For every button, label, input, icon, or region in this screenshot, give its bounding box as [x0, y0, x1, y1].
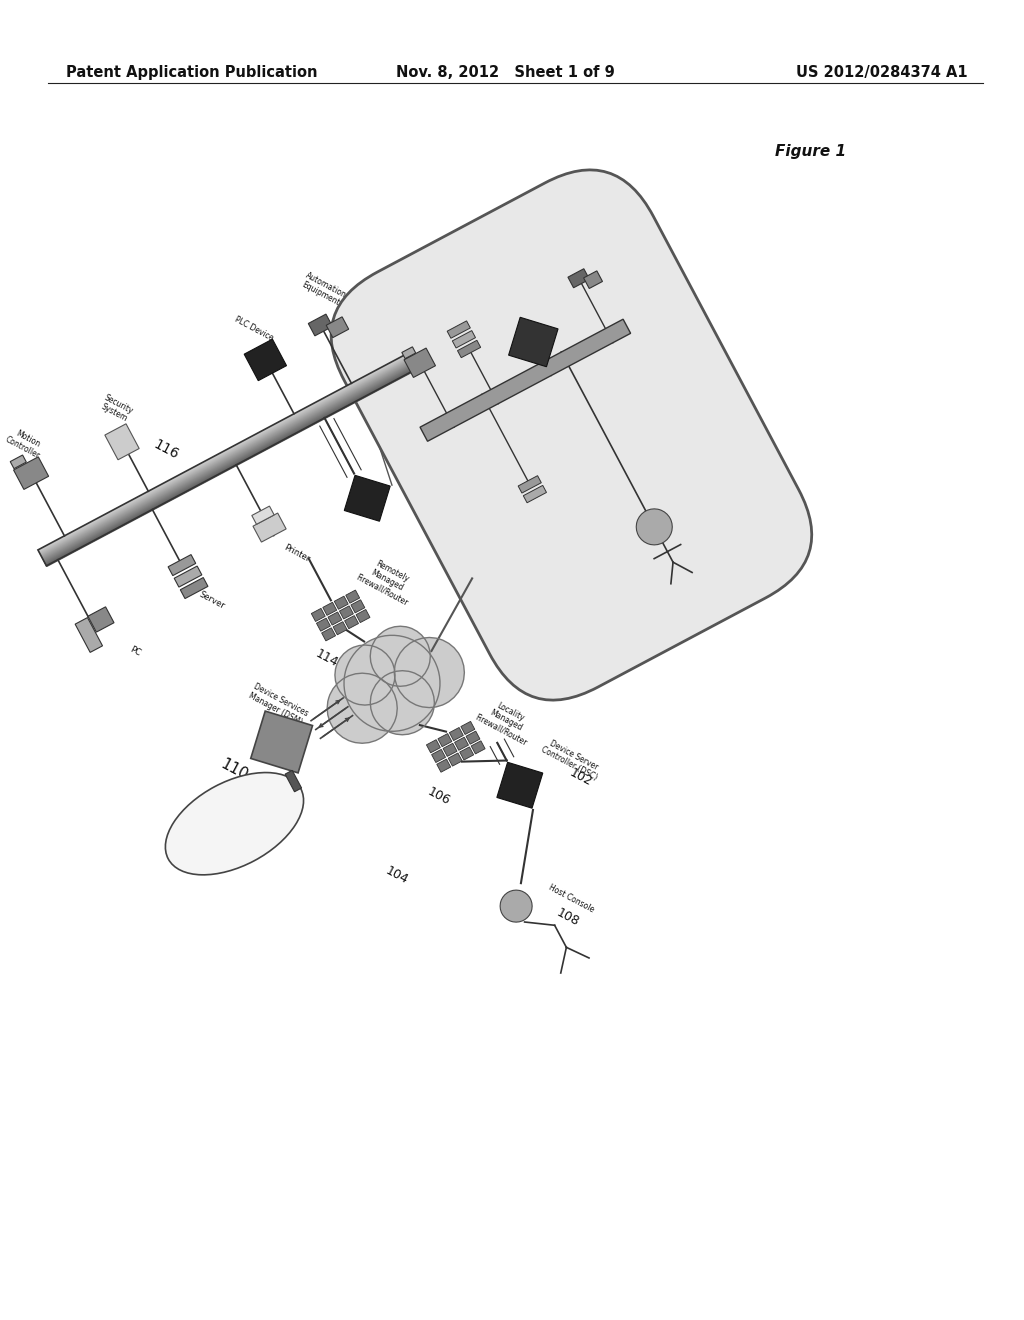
Text: 102: 102: [567, 766, 594, 788]
Text: Motion
Controller: Motion Controller: [4, 426, 47, 461]
FancyBboxPatch shape: [311, 609, 326, 622]
Text: Security
System: Security System: [97, 392, 134, 425]
Text: Server: Server: [536, 502, 556, 516]
FancyBboxPatch shape: [308, 314, 333, 335]
Text: Device Server
Controller (DSC): Device Server Controller (DSC): [388, 449, 452, 495]
FancyBboxPatch shape: [328, 612, 342, 626]
Circle shape: [394, 638, 464, 708]
Circle shape: [371, 626, 430, 686]
Text: 106: 106: [426, 785, 453, 808]
Text: Patent Application Publication: Patent Application Publication: [66, 65, 317, 81]
FancyBboxPatch shape: [174, 566, 202, 587]
Text: Automation
Equipment: Automation Equipment: [564, 236, 602, 263]
FancyBboxPatch shape: [252, 506, 274, 524]
FancyBboxPatch shape: [401, 347, 416, 359]
FancyBboxPatch shape: [346, 590, 359, 603]
FancyBboxPatch shape: [455, 737, 469, 750]
Text: 118: 118: [231, 822, 259, 846]
FancyBboxPatch shape: [466, 731, 480, 744]
FancyBboxPatch shape: [244, 339, 287, 380]
Polygon shape: [251, 711, 312, 774]
FancyBboxPatch shape: [518, 475, 542, 494]
Text: Device Server
Controller (DSC): Device Server Controller (DSC): [540, 737, 603, 783]
FancyBboxPatch shape: [253, 513, 286, 543]
Text: PLC Device: PLC Device: [233, 315, 275, 343]
FancyBboxPatch shape: [285, 771, 302, 792]
FancyBboxPatch shape: [339, 606, 353, 619]
FancyBboxPatch shape: [523, 486, 547, 503]
FancyBboxPatch shape: [180, 578, 208, 598]
Text: Locality
Managed
Firewall/Router: Locality Managed Firewall/Router: [474, 694, 539, 747]
Text: 112: 112: [418, 483, 445, 506]
FancyBboxPatch shape: [584, 271, 602, 289]
FancyBboxPatch shape: [447, 321, 470, 338]
FancyBboxPatch shape: [333, 622, 347, 635]
FancyBboxPatch shape: [449, 752, 462, 766]
Text: Server: Server: [198, 590, 226, 611]
Text: Host Console: Host Console: [548, 883, 596, 915]
Polygon shape: [497, 762, 543, 808]
Text: 110: 110: [218, 756, 250, 784]
Text: PLC Device: PLC Device: [505, 292, 538, 313]
Text: Automation
Equipment: Automation Equipment: [299, 271, 348, 309]
FancyBboxPatch shape: [458, 341, 480, 358]
Text: Motion
Controller: Motion Controller: [392, 325, 424, 350]
FancyBboxPatch shape: [13, 457, 48, 490]
FancyBboxPatch shape: [568, 269, 590, 288]
FancyBboxPatch shape: [345, 615, 358, 628]
Text: MVR: MVR: [217, 450, 244, 471]
Text: PC: PC: [128, 644, 142, 657]
FancyBboxPatch shape: [104, 424, 139, 459]
FancyBboxPatch shape: [461, 721, 475, 734]
Text: Host Console: Host Console: [689, 552, 732, 579]
Circle shape: [636, 510, 673, 545]
Text: Server: Server: [445, 310, 466, 325]
Text: Remotely
Managed
Firewall/Router: Remotely Managed Firewall/Router: [354, 554, 420, 607]
FancyBboxPatch shape: [75, 618, 102, 652]
FancyBboxPatch shape: [88, 607, 114, 632]
FancyBboxPatch shape: [404, 348, 435, 378]
FancyBboxPatch shape: [351, 599, 365, 612]
FancyBboxPatch shape: [316, 618, 331, 631]
FancyBboxPatch shape: [327, 317, 349, 338]
Polygon shape: [509, 317, 558, 367]
Text: Virtual
Network: Virtual Network: [514, 558, 580, 612]
FancyBboxPatch shape: [356, 610, 370, 623]
FancyBboxPatch shape: [431, 750, 445, 763]
Text: 116: 116: [151, 437, 181, 462]
FancyBboxPatch shape: [322, 628, 336, 642]
Text: 104: 104: [383, 865, 410, 887]
FancyBboxPatch shape: [426, 739, 440, 752]
FancyBboxPatch shape: [168, 554, 196, 576]
Circle shape: [500, 890, 532, 923]
FancyBboxPatch shape: [443, 743, 457, 756]
FancyBboxPatch shape: [331, 170, 812, 700]
FancyBboxPatch shape: [471, 741, 485, 754]
Text: 114: 114: [313, 647, 340, 669]
FancyBboxPatch shape: [460, 747, 474, 760]
FancyBboxPatch shape: [10, 455, 27, 469]
Text: Figure 1: Figure 1: [775, 144, 846, 160]
Text: Printer: Printer: [283, 543, 311, 564]
FancyBboxPatch shape: [453, 330, 475, 348]
Circle shape: [371, 671, 434, 735]
Text: US 2012/0284374 A1: US 2012/0284374 A1: [797, 65, 968, 81]
FancyBboxPatch shape: [450, 727, 463, 741]
Text: Device Services
Manager (DSM): Device Services Manager (DSM): [247, 682, 309, 727]
Circle shape: [344, 635, 440, 731]
Text: IP Redirector: IP Redirector: [201, 796, 273, 842]
FancyBboxPatch shape: [334, 597, 348, 610]
Text: Internet: Internet: [368, 664, 425, 702]
Text: Nov. 8, 2012   Sheet 1 of 9: Nov. 8, 2012 Sheet 1 of 9: [396, 65, 614, 81]
Text: 108: 108: [555, 906, 582, 929]
Polygon shape: [344, 475, 390, 521]
Circle shape: [328, 673, 397, 743]
FancyBboxPatch shape: [437, 759, 451, 772]
FancyBboxPatch shape: [420, 319, 631, 441]
FancyBboxPatch shape: [438, 734, 452, 747]
FancyBboxPatch shape: [323, 602, 337, 615]
Ellipse shape: [166, 772, 303, 875]
Circle shape: [335, 645, 395, 705]
